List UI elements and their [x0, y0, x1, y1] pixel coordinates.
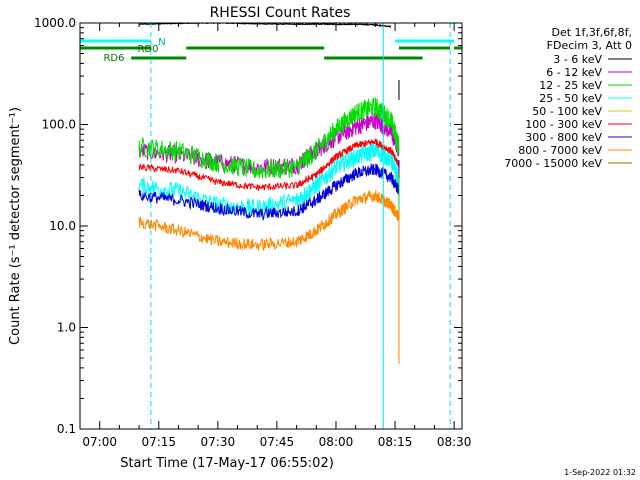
legend-label: 25 - 50 keV	[539, 92, 602, 105]
x-tick-label: 07:00	[82, 435, 117, 449]
y-axis-label: Count Rate (s⁻¹ detector segment⁻¹)	[8, 107, 23, 345]
series-line	[138, 189, 400, 252]
legend-header: FDecim 3, Att 0	[547, 39, 632, 52]
x-tick-label: 07:15	[141, 435, 176, 449]
x-tick-label: 08:15	[378, 435, 413, 449]
legend-label: 50 - 100 keV	[532, 105, 602, 118]
annotation-rd0: RD0	[137, 44, 158, 55]
x-axis-label: Start Time (17-May-17 06:55:02)	[120, 456, 334, 471]
y-tick-label: 10.0	[49, 219, 76, 233]
y-tick-label: 100.0	[42, 118, 76, 132]
legend-label: 300 - 800 keV	[525, 131, 602, 144]
y-tick-label: 1.0	[57, 321, 76, 335]
y-tick-label: 1000.0	[34, 16, 76, 30]
series-line	[138, 162, 400, 222]
legend-label: 3 - 6 keV	[553, 53, 602, 66]
legend-label: 12 - 25 keV	[539, 79, 602, 92]
series-line	[138, 97, 400, 179]
legend-header: Det 1f,3f,6f,8f,	[551, 26, 632, 39]
legend-label: 7000 - 15000 keV	[504, 157, 602, 170]
x-tick-label: 08:00	[319, 435, 354, 449]
annotation-n: N	[158, 37, 165, 48]
legend-label: 100 - 300 keV	[525, 118, 602, 131]
legend-label: 800 - 7000 keV	[518, 144, 602, 157]
y-tick-label: 0.1	[57, 422, 76, 436]
footer-timestamp: 1-Sep-2022 01:32	[564, 468, 636, 477]
legend-label: 6 - 12 keV	[546, 66, 602, 79]
series-line	[138, 142, 400, 217]
annotation-rd6: RD6	[103, 53, 124, 64]
x-tick-label: 07:30	[201, 435, 236, 449]
chart-title: RHESSI Count Rates	[210, 5, 351, 21]
x-tick-label: 08:30	[437, 435, 472, 449]
series-line	[138, 138, 400, 192]
x-tick-label: 07:45	[260, 435, 295, 449]
